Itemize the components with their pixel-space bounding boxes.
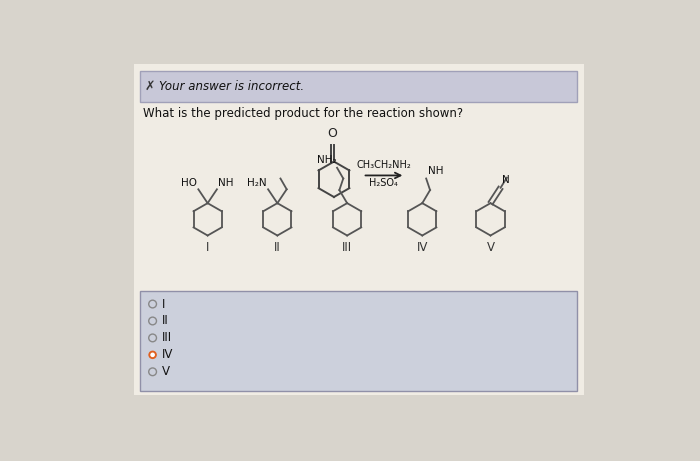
Text: III: III [342, 241, 352, 254]
Text: CH₃CH₂NH₂: CH₃CH₂NH₂ [356, 160, 412, 170]
Text: What is the predicted product for the reaction shown?: What is the predicted product for the re… [144, 107, 463, 120]
Text: NH: NH [218, 178, 234, 188]
Text: III: III [162, 331, 172, 344]
Circle shape [150, 353, 155, 357]
Text: V: V [162, 365, 170, 378]
FancyBboxPatch shape [140, 71, 578, 102]
Text: NH: NH [428, 166, 443, 176]
Text: I: I [162, 297, 165, 311]
Text: Your answer is incorrect.: Your answer is incorrect. [159, 80, 304, 94]
Circle shape [148, 351, 157, 359]
Text: N: N [502, 176, 510, 185]
Text: H₂N: H₂N [247, 178, 267, 188]
Text: NH₂: NH₂ [316, 155, 336, 165]
Text: IV: IV [162, 349, 174, 361]
Text: II: II [162, 314, 169, 327]
Text: H₂SO₄: H₂SO₄ [370, 178, 398, 188]
Text: O: O [328, 127, 337, 140]
Text: ✗: ✗ [144, 80, 155, 94]
Text: HO: HO [181, 178, 197, 188]
Text: II: II [274, 241, 281, 254]
Text: I: I [206, 241, 209, 254]
Text: IV: IV [416, 241, 428, 254]
Text: V: V [486, 241, 494, 254]
FancyBboxPatch shape [140, 291, 578, 391]
FancyBboxPatch shape [134, 64, 584, 395]
